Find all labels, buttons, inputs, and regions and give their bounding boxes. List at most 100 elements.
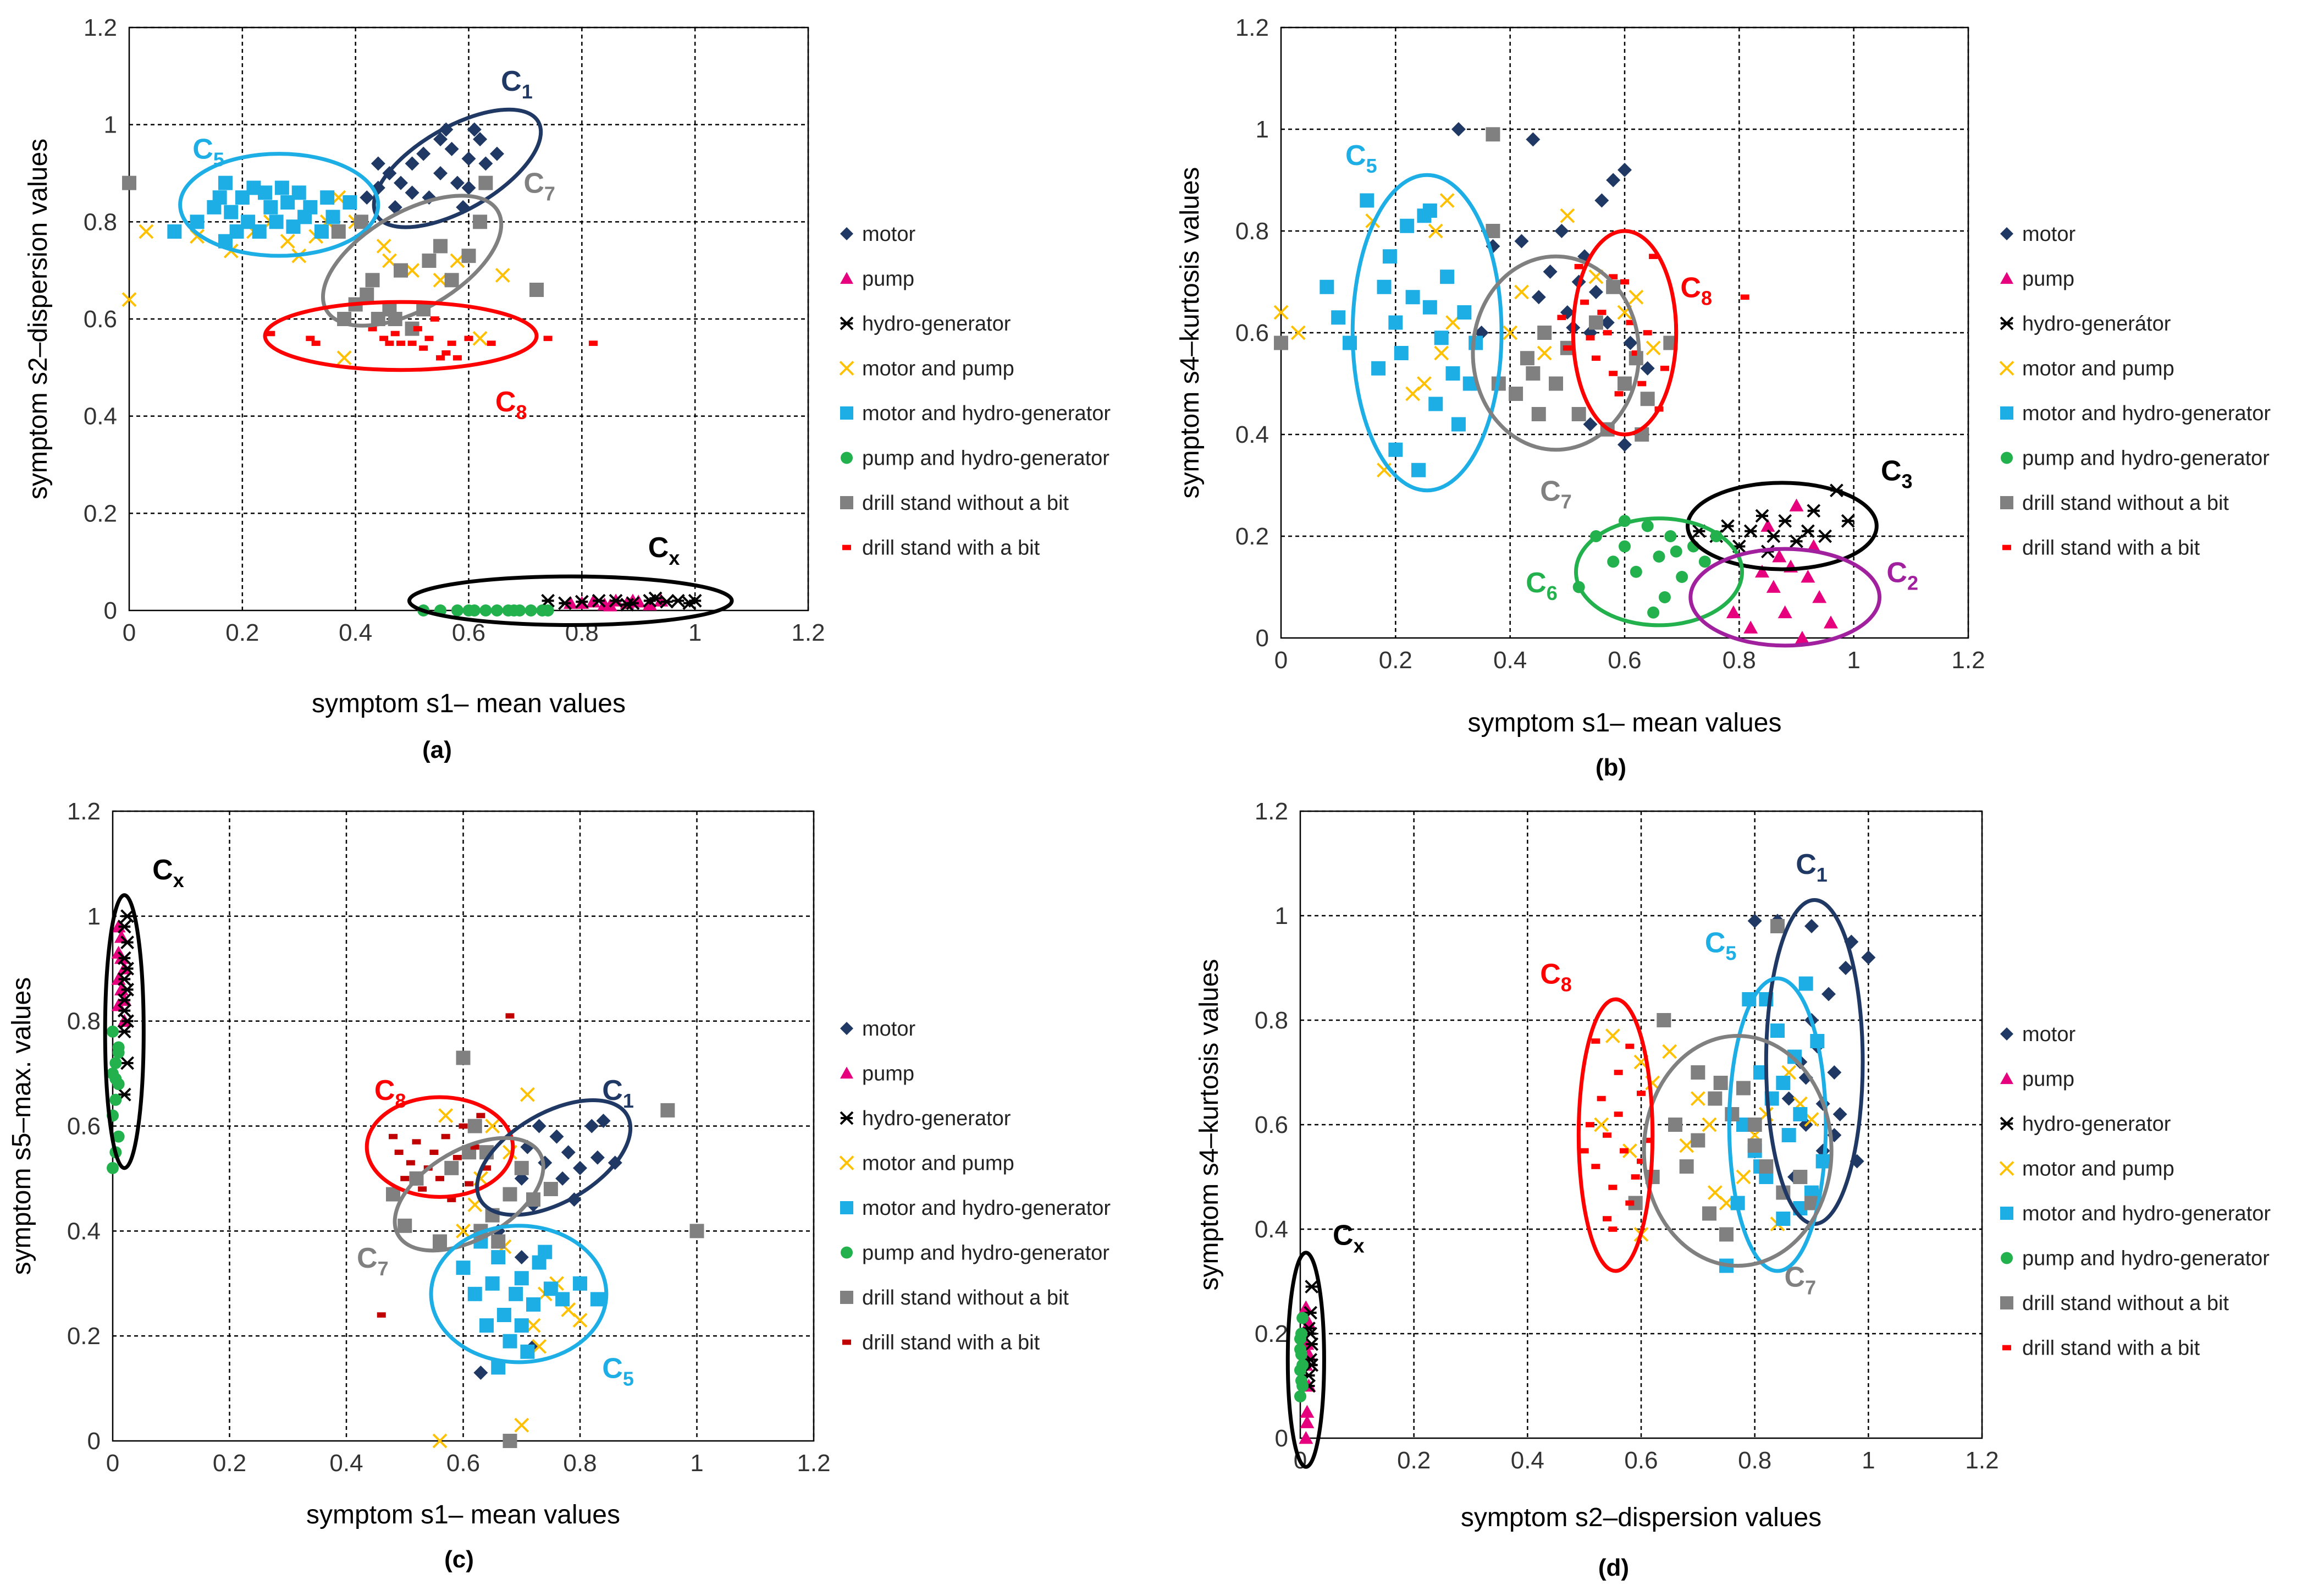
- data-point: [1296, 1380, 1309, 1392]
- legend-label: motor: [862, 223, 915, 246]
- data-point: [1371, 361, 1386, 376]
- data-point: [1620, 1148, 1629, 1154]
- cluster-label-subscript: 1: [623, 1089, 634, 1112]
- cluster-label-letter: C: [1540, 959, 1561, 990]
- data-point: [1740, 294, 1749, 300]
- data-point: [1439, 193, 1455, 208]
- legend-marker: [2000, 1296, 2013, 1309]
- data-point: [1620, 279, 1629, 285]
- data-point: [1747, 913, 1762, 928]
- legend-marker: [1999, 1161, 2014, 1176]
- data-point: [1691, 1065, 1705, 1080]
- data-point: [465, 1181, 474, 1187]
- data-point: [1294, 1390, 1306, 1402]
- x-tick-label: 0.2: [1397, 1447, 1431, 1474]
- data-point: [433, 1234, 447, 1249]
- data-point: [572, 1313, 588, 1328]
- data-point: [354, 214, 368, 229]
- data-point: [419, 345, 428, 351]
- data-point: [590, 1150, 605, 1165]
- data-point: [269, 214, 284, 229]
- x-tick-label: 0.8: [563, 1450, 597, 1477]
- cluster-label-subscript: x: [669, 547, 680, 569]
- data-point: [1790, 534, 1803, 548]
- panel-a: 0 0.2 0.4 0.6 0.8 1 1.200.20.40.60.811.2sympto…: [24, 14, 1111, 763]
- plot-area-border: [112, 810, 815, 1442]
- data-point: [424, 335, 434, 342]
- data-point: [413, 326, 422, 332]
- data-point: [1618, 376, 1632, 391]
- data-point: [479, 1318, 494, 1333]
- cluster-label-c5: C5: [602, 1353, 634, 1390]
- data-point: [436, 355, 445, 361]
- cluster-ellipse-c5: [1727, 976, 1828, 1273]
- data-point: [1606, 173, 1621, 188]
- y-tick-label: 1.2: [84, 14, 117, 41]
- data-point: [412, 1139, 421, 1144]
- data-point: [1789, 498, 1804, 511]
- data-point: [689, 1224, 704, 1239]
- data-point: [1713, 1076, 1728, 1090]
- data-point: [1839, 961, 1853, 975]
- data-point: [507, 604, 520, 617]
- y-tick-label: 0.6: [84, 306, 117, 333]
- data-point: [1520, 351, 1534, 366]
- data-point: [648, 591, 663, 606]
- legend-label: drill stand without a bit: [862, 1286, 1069, 1309]
- data-point: [117, 920, 131, 934]
- legend: motor pump hydro-generator motor and pump mo…: [839, 223, 1111, 560]
- data-point: [1299, 1431, 1313, 1444]
- data-point: [1618, 163, 1632, 177]
- legend-label: drill stand without a bit: [862, 492, 1069, 515]
- data-point: [1440, 269, 1455, 284]
- cluster-label-letter: C: [1540, 475, 1561, 507]
- y-tick-label: 1.2: [1255, 798, 1288, 825]
- legend-label: motor: [862, 1017, 915, 1041]
- cluster-ellipse-c5: [178, 152, 380, 258]
- data-point: [1668, 1118, 1682, 1132]
- data-point: [1653, 551, 1665, 563]
- legend-marker: [2000, 1207, 2013, 1220]
- legend-marker: [2000, 406, 2013, 420]
- data-point: [1647, 606, 1660, 619]
- data-point: [479, 604, 492, 617]
- data-point: [365, 273, 380, 288]
- data-point: [1603, 1132, 1611, 1138]
- cluster-label-subscript: 7: [378, 1257, 389, 1280]
- data-point: [491, 1250, 506, 1265]
- cluster-label-letter: C: [1785, 1262, 1806, 1294]
- data-point: [1608, 1226, 1618, 1232]
- data-point: [1818, 529, 1832, 543]
- data-point: [456, 1050, 471, 1065]
- data-point: [405, 156, 419, 171]
- data-point: [1637, 1091, 1646, 1096]
- cluster-label-c5: C5: [1345, 140, 1377, 177]
- data-point: [452, 1154, 462, 1160]
- data-point: [1795, 631, 1809, 644]
- cluster-ellipse-cx: [407, 574, 734, 628]
- data-point: [422, 254, 437, 268]
- data-point: [1597, 1096, 1606, 1102]
- data-point: [1660, 365, 1669, 371]
- legend-label: pump and hydro-generator: [2022, 447, 2270, 470]
- data-point: [1445, 366, 1460, 381]
- y-tick-label: 0.2: [1255, 1320, 1288, 1347]
- data-point: [1640, 392, 1655, 406]
- data-point: [263, 200, 278, 214]
- legend-marker: [2000, 316, 2014, 331]
- legend-marker: [1999, 361, 2014, 376]
- data-point: [447, 1197, 456, 1202]
- data-point: [280, 234, 295, 249]
- data-point: [514, 1271, 529, 1286]
- data-point: [1631, 350, 1641, 356]
- data-point: [1591, 1038, 1600, 1044]
- data-point: [1657, 1013, 1671, 1027]
- data-point: [555, 1292, 570, 1307]
- data-point: [561, 1145, 576, 1160]
- data-point: [558, 596, 572, 610]
- y-axis-label: symptom s4–kurtosis values: [1175, 167, 1205, 499]
- data-point: [555, 1171, 570, 1186]
- data-point: [1549, 376, 1563, 391]
- data-point: [596, 1113, 611, 1128]
- legend-label: motor and pump: [2022, 357, 2174, 381]
